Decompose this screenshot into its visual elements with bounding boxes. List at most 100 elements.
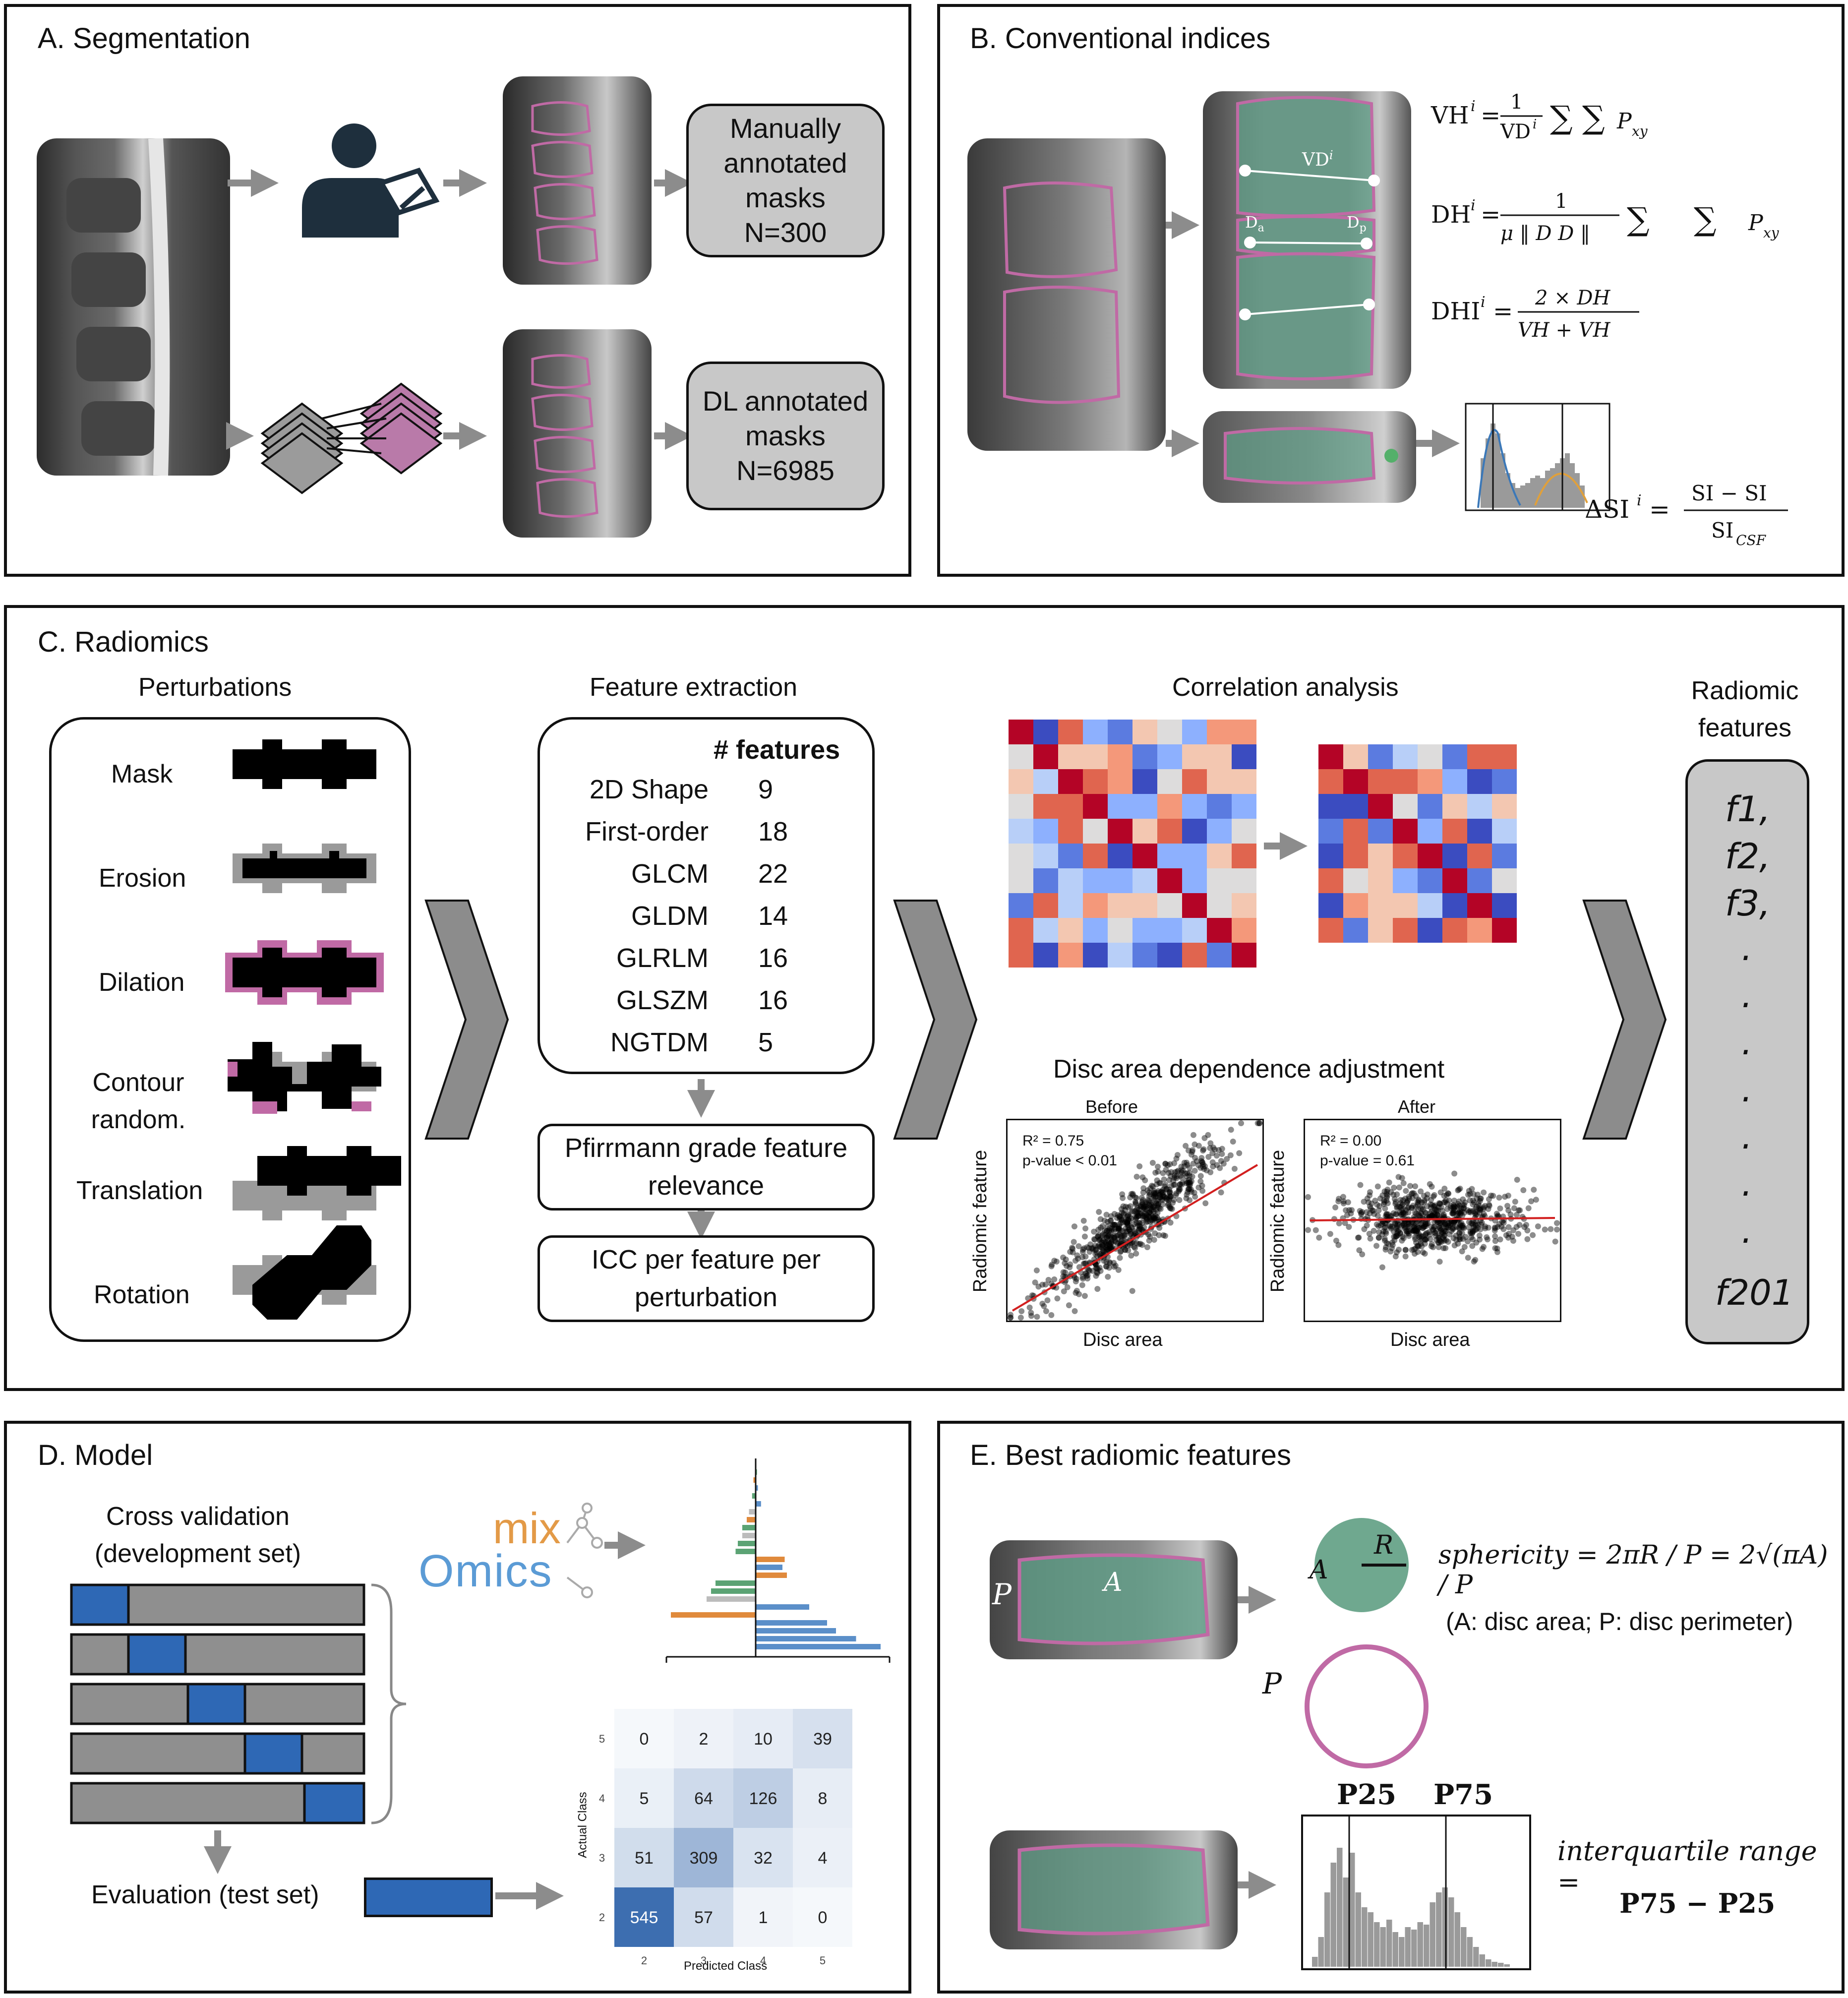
loading-bar bbox=[756, 1557, 785, 1562]
scatter-point bbox=[1116, 1227, 1122, 1233]
histogram-bar bbox=[1436, 1892, 1442, 1967]
scatter-point bbox=[1342, 1220, 1348, 1226]
scatter-point bbox=[1494, 1245, 1500, 1252]
scatter-point bbox=[1440, 1213, 1446, 1219]
scatter-point bbox=[1401, 1220, 1408, 1227]
scatter-point bbox=[1199, 1183, 1205, 1189]
correlation-cell bbox=[1467, 868, 1492, 893]
scatter-point bbox=[1042, 1281, 1049, 1288]
scatter-point bbox=[1431, 1218, 1437, 1225]
confusion-cell bbox=[793, 1887, 852, 1947]
histogram-bar bbox=[1405, 1927, 1411, 1967]
scatter-point bbox=[1449, 1210, 1455, 1216]
scatter-point bbox=[1400, 1211, 1407, 1218]
scatter-point bbox=[1183, 1195, 1190, 1202]
scatter-point bbox=[1043, 1308, 1049, 1315]
scatter-point bbox=[1095, 1243, 1101, 1250]
scatter-point bbox=[1102, 1227, 1108, 1234]
correlation-cell bbox=[1058, 918, 1083, 943]
scatter-point bbox=[1101, 1217, 1108, 1224]
dp-label-text: D bbox=[1347, 213, 1360, 232]
scatter-point bbox=[1120, 1211, 1127, 1217]
scatter-point bbox=[1384, 1213, 1390, 1220]
scatter-point bbox=[1423, 1236, 1429, 1243]
scatter-point bbox=[1128, 1252, 1134, 1259]
scatter-point bbox=[1181, 1163, 1188, 1169]
scatter-point bbox=[1155, 1190, 1161, 1196]
scatter-point bbox=[1451, 1170, 1458, 1177]
scatter-point bbox=[1108, 1240, 1115, 1247]
scatter-point bbox=[1394, 1223, 1400, 1229]
ring-label-P: P bbox=[1262, 1667, 1282, 1700]
scatter-point bbox=[1312, 1227, 1319, 1233]
correlation-cell bbox=[1368, 819, 1393, 844]
scatter-point bbox=[1485, 1206, 1491, 1212]
scatter-point bbox=[1415, 1196, 1422, 1203]
scatter-point bbox=[1093, 1272, 1099, 1279]
scatter-point bbox=[1386, 1222, 1393, 1229]
scatter-point bbox=[1134, 1205, 1141, 1211]
vertebra-measurement-image: VDi Da Dp bbox=[1203, 91, 1411, 389]
scatter-point bbox=[1371, 1211, 1377, 1217]
scatter-point bbox=[1067, 1261, 1073, 1268]
scatter-point bbox=[1187, 1181, 1193, 1187]
correlation-cell bbox=[1368, 893, 1393, 918]
scatter-point bbox=[1443, 1192, 1450, 1198]
scatter-point bbox=[1151, 1203, 1158, 1209]
scatter-point bbox=[1152, 1215, 1158, 1221]
scatter-point bbox=[1108, 1239, 1114, 1246]
scatter-point bbox=[1400, 1210, 1406, 1216]
scatter-point bbox=[1123, 1225, 1129, 1232]
scatter-point bbox=[1197, 1173, 1204, 1179]
correlation-cell bbox=[1108, 868, 1133, 893]
scatter-point bbox=[1135, 1212, 1141, 1219]
regression-line bbox=[1012, 1164, 1258, 1312]
scatter-point bbox=[1177, 1181, 1183, 1188]
scatter-point bbox=[1210, 1145, 1217, 1151]
scatter-point bbox=[1166, 1189, 1172, 1196]
scatter-point bbox=[1472, 1257, 1479, 1263]
scatter-point bbox=[1111, 1235, 1117, 1241]
scatter-point bbox=[1441, 1227, 1447, 1234]
scatter-point bbox=[1432, 1204, 1438, 1210]
scatter-point bbox=[1119, 1217, 1125, 1223]
scatter-point bbox=[1026, 1304, 1033, 1311]
scatter-point bbox=[1156, 1180, 1163, 1186]
scatter-point bbox=[1104, 1242, 1111, 1248]
scatter-point bbox=[1503, 1232, 1509, 1238]
confusion-col-label: 3 bbox=[701, 1954, 707, 1967]
scatter-point bbox=[1416, 1212, 1423, 1219]
scatter-point bbox=[1373, 1243, 1380, 1249]
correlation-cell bbox=[1133, 720, 1157, 744]
scatter-point bbox=[1399, 1207, 1405, 1213]
correlation-cell bbox=[1492, 769, 1517, 794]
scatter-point bbox=[1103, 1263, 1109, 1270]
correlation-cell bbox=[1418, 794, 1442, 819]
scatter-point bbox=[1118, 1233, 1124, 1239]
evaluation-label: Evaluation (test set) bbox=[91, 1880, 319, 1909]
scatter-point bbox=[1390, 1192, 1397, 1198]
scatter-point bbox=[1186, 1179, 1192, 1186]
scatter-point bbox=[1340, 1194, 1346, 1200]
scatter-point bbox=[1524, 1236, 1531, 1242]
radiomic-feature-item: . bbox=[1741, 975, 1753, 1016]
histogram-bar bbox=[1430, 1902, 1435, 1967]
scatter-point bbox=[1388, 1189, 1394, 1195]
correlation-cell bbox=[1442, 819, 1467, 844]
scatter-point bbox=[1436, 1223, 1442, 1229]
feature-row-count: 16 bbox=[758, 985, 788, 1015]
svg-text:ΔSI: ΔSI bbox=[1585, 495, 1629, 524]
scatter-point bbox=[1456, 1186, 1462, 1193]
scatter-point bbox=[1420, 1225, 1426, 1231]
confusion-cell bbox=[733, 1709, 793, 1768]
correlation-cell bbox=[1343, 893, 1368, 918]
scatter-point bbox=[1459, 1248, 1465, 1255]
confusion-cell bbox=[674, 1828, 733, 1887]
scatter-point bbox=[1424, 1230, 1430, 1236]
panel-c-radiomics: C. Radiomics Perturbations Mask Erosion … bbox=[4, 605, 1845, 1391]
scatter-point bbox=[1403, 1228, 1410, 1234]
scatter-point bbox=[1136, 1226, 1142, 1232]
scatter-point bbox=[1383, 1244, 1389, 1251]
svg-text:∑: ∑ bbox=[1694, 201, 1717, 238]
scatter-point bbox=[1100, 1242, 1106, 1248]
